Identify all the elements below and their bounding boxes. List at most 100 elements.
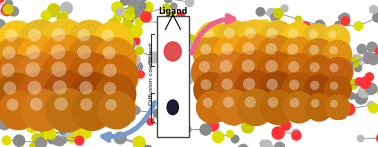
- Circle shape: [329, 67, 342, 80]
- Circle shape: [259, 51, 273, 64]
- Circle shape: [245, 42, 257, 54]
- Circle shape: [117, 34, 126, 43]
- Circle shape: [42, 51, 50, 59]
- Circle shape: [60, 11, 68, 20]
- Circle shape: [60, 79, 74, 92]
- Circle shape: [304, 31, 312, 39]
- Circle shape: [214, 87, 221, 95]
- Circle shape: [1, 4, 13, 16]
- Circle shape: [67, 51, 76, 61]
- Circle shape: [8, 6, 19, 17]
- Circle shape: [224, 28, 235, 39]
- Circle shape: [235, 36, 245, 47]
- Circle shape: [148, 51, 160, 64]
- Circle shape: [327, 26, 334, 34]
- Circle shape: [245, 65, 253, 73]
- Circle shape: [238, 64, 249, 75]
- Circle shape: [280, 4, 289, 13]
- Circle shape: [339, 12, 350, 24]
- Circle shape: [222, 50, 231, 59]
- Circle shape: [91, 49, 101, 60]
- Circle shape: [312, 39, 323, 50]
- Circle shape: [0, 37, 37, 81]
- Circle shape: [124, 55, 136, 67]
- Circle shape: [0, 0, 5, 4]
- Circle shape: [200, 44, 211, 55]
- Circle shape: [47, 86, 60, 99]
- Circle shape: [321, 73, 331, 82]
- Circle shape: [253, 75, 263, 85]
- Circle shape: [302, 43, 310, 51]
- Circle shape: [245, 27, 256, 39]
- Circle shape: [99, 52, 112, 65]
- Circle shape: [54, 97, 68, 111]
- Circle shape: [260, 140, 273, 147]
- Circle shape: [70, 40, 79, 50]
- Circle shape: [26, 47, 40, 61]
- Circle shape: [209, 59, 221, 71]
- Circle shape: [226, 78, 238, 91]
- Circle shape: [38, 40, 49, 51]
- Circle shape: [124, 21, 134, 31]
- Circle shape: [128, 0, 140, 10]
- Circle shape: [116, 112, 126, 122]
- Circle shape: [111, 112, 124, 125]
- Circle shape: [271, 126, 285, 140]
- Circle shape: [64, 46, 72, 54]
- Circle shape: [57, 48, 71, 62]
- Circle shape: [73, 84, 85, 96]
- Circle shape: [88, 72, 101, 85]
- Circle shape: [334, 21, 343, 30]
- Circle shape: [226, 39, 235, 47]
- Circle shape: [206, 64, 216, 75]
- Circle shape: [0, 58, 9, 70]
- Circle shape: [79, 81, 93, 95]
- Circle shape: [225, 75, 235, 85]
- Circle shape: [266, 8, 276, 17]
- Circle shape: [123, 69, 132, 77]
- Text: Diffusion coefficient: Diffusion coefficient: [149, 42, 155, 105]
- Circle shape: [0, 38, 4, 48]
- Circle shape: [245, 96, 256, 108]
- Circle shape: [15, 52, 64, 101]
- Circle shape: [235, 109, 247, 121]
- Circle shape: [0, 20, 38, 62]
- Circle shape: [310, 62, 320, 72]
- Circle shape: [19, 19, 63, 63]
- Circle shape: [274, 142, 285, 147]
- Circle shape: [105, 62, 117, 74]
- Circle shape: [25, 69, 37, 81]
- Circle shape: [93, 56, 101, 64]
- Circle shape: [321, 48, 334, 61]
- Circle shape: [28, 41, 41, 55]
- Circle shape: [124, 13, 134, 24]
- Circle shape: [249, 42, 260, 54]
- Circle shape: [0, 62, 8, 72]
- Circle shape: [212, 109, 223, 120]
- Circle shape: [70, 72, 115, 116]
- Circle shape: [298, 36, 311, 49]
- Circle shape: [296, 31, 307, 42]
- Circle shape: [118, 109, 128, 119]
- Circle shape: [314, 20, 325, 31]
- Circle shape: [304, 46, 317, 59]
- Circle shape: [248, 98, 260, 110]
- Circle shape: [231, 111, 244, 124]
- Circle shape: [106, 31, 114, 39]
- Circle shape: [244, 63, 255, 74]
- Circle shape: [59, 136, 67, 145]
- Circle shape: [314, 46, 326, 58]
- Circle shape: [325, 36, 335, 44]
- Circle shape: [257, 41, 267, 51]
- Circle shape: [336, 109, 347, 120]
- Circle shape: [270, 12, 280, 22]
- Circle shape: [335, 104, 344, 113]
- Circle shape: [3, 4, 14, 15]
- Circle shape: [328, 30, 337, 39]
- Circle shape: [75, 112, 83, 120]
- Circle shape: [338, 14, 346, 22]
- Circle shape: [25, 33, 34, 42]
- Circle shape: [0, 55, 6, 64]
- Circle shape: [46, 48, 56, 57]
- Circle shape: [44, 38, 54, 48]
